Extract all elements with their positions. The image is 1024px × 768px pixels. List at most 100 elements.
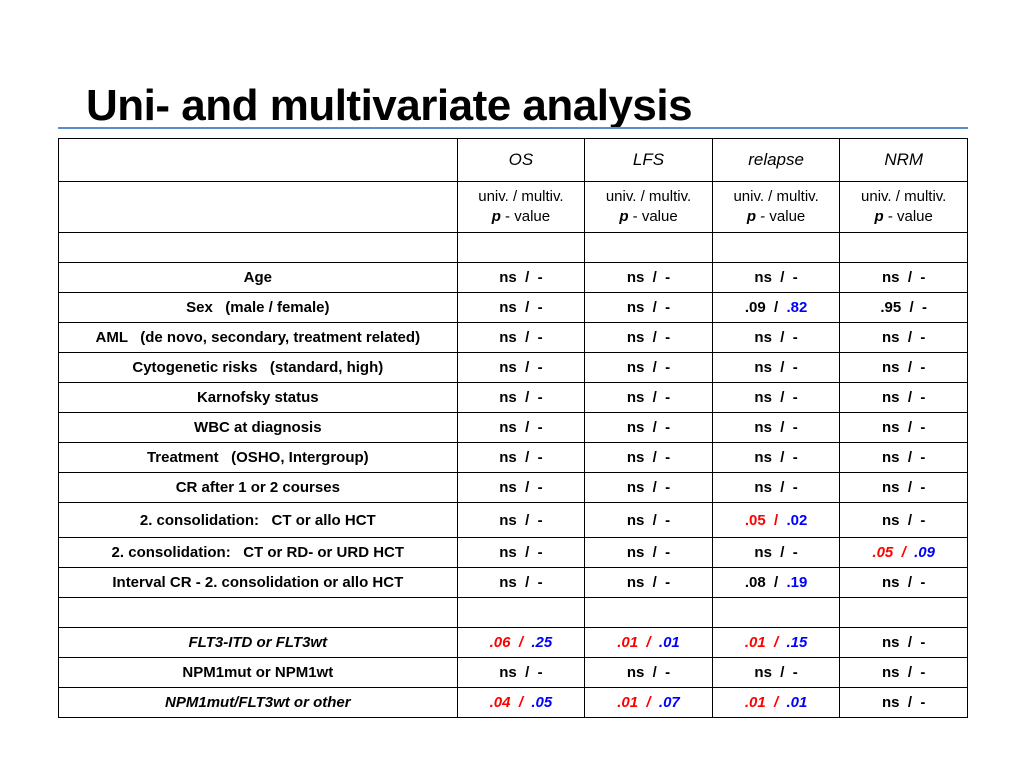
- row-label: FLT3-ITD or FLT3wt: [58, 627, 458, 658]
- univariate-value: ns: [626, 419, 645, 436]
- multivariate-value: -: [537, 574, 543, 591]
- row-label: 2. consolidation: CT or allo HCT: [58, 502, 458, 538]
- multivariate-value: .25: [531, 634, 553, 651]
- multivariate-value: -: [792, 269, 798, 286]
- table-row: Age ns / - ns / - ns / - ns / -: [58, 262, 968, 293]
- value-separator: /: [893, 544, 915, 561]
- value-separator: /: [644, 449, 666, 466]
- spacer-row: [58, 597, 968, 628]
- univariate-value: ns: [754, 479, 772, 496]
- multivariate-value: .15: [786, 634, 808, 651]
- univariate-value: ns: [754, 359, 772, 376]
- table-row: 2. consolidation: CT or allo HCT ns / - ns…: [58, 502, 968, 538]
- univariate-value: ns: [626, 479, 645, 496]
- p-value-cell: ns / -: [456, 292, 586, 323]
- row-label: 2. consolidation: CT or RD- or URD HCT: [58, 537, 458, 568]
- p-value-cell: ns / -: [839, 567, 968, 598]
- multivariate-value: -: [920, 634, 926, 651]
- multivariate-value: -: [665, 329, 671, 346]
- univariate-value: ns: [882, 269, 900, 286]
- value-separator: /: [899, 419, 921, 436]
- value-separator: /: [765, 634, 787, 651]
- multivariate-value: -: [537, 389, 543, 406]
- value-separator: /: [899, 269, 921, 286]
- p-value-cell: ns / -: [839, 627, 968, 658]
- multivariate-value: .19: [786, 574, 808, 591]
- value-separator: /: [899, 479, 921, 496]
- p-value-cell: ns / -: [456, 322, 586, 353]
- multivariate-value: -: [920, 694, 926, 711]
- multivariate-value: -: [920, 449, 926, 466]
- univariate-value: ns: [626, 299, 645, 316]
- univariate-value: ns: [626, 449, 645, 466]
- p-value-cell: ns / -: [584, 442, 713, 473]
- multivariate-value: -: [537, 544, 543, 561]
- univariate-value: ns: [882, 359, 900, 376]
- multivariate-value: -: [792, 359, 798, 376]
- multivariate-value: -: [537, 479, 543, 496]
- multivariate-value: -: [792, 389, 798, 406]
- value-separator: /: [765, 299, 787, 316]
- multivariate-value: -: [920, 479, 926, 496]
- p-value-cell: ns / -: [456, 657, 586, 688]
- value-separator: /: [644, 359, 666, 376]
- univariate-value: ns: [499, 574, 517, 591]
- multivariate-value: -: [665, 419, 671, 436]
- multivariate-value: -: [792, 449, 798, 466]
- multivariate-value: -: [665, 269, 671, 286]
- multivariate-value: .07: [658, 694, 680, 711]
- multivariate-value: -: [920, 329, 926, 346]
- table-row: AML (de novo, secondary, treatment relat…: [58, 322, 968, 353]
- value-separator: /: [771, 329, 793, 346]
- p-value-cell: ns / -: [584, 382, 713, 413]
- multivariate-value: -: [920, 419, 926, 436]
- value-separator: /: [899, 511, 921, 529]
- value-separator: /: [644, 544, 666, 561]
- multivariate-value: -: [665, 574, 671, 591]
- univariate-value: ns: [882, 449, 900, 466]
- p-value-cell: ns / -: [584, 262, 713, 293]
- univariate-value: ns: [754, 544, 772, 561]
- p-value-cell: ns / -: [584, 502, 713, 538]
- univariate-value: ns: [754, 269, 772, 286]
- univariate-value: ns: [882, 664, 900, 681]
- value-separator: /: [638, 634, 659, 651]
- univariate-value: ns: [882, 511, 900, 529]
- p-value-cell: .04 / .05: [456, 687, 586, 718]
- multivariate-value: -: [792, 479, 798, 496]
- multivariate-value: -: [665, 511, 671, 529]
- multivariate-value: -: [665, 544, 671, 561]
- univariate-value: ns: [499, 389, 517, 406]
- subheader-value-label: - value: [500, 208, 551, 225]
- p-value-cell: .05 / .02: [711, 502, 841, 538]
- multivariate-value: .82: [786, 299, 808, 316]
- univariate-value: .05: [744, 511, 766, 529]
- univariate-value: ns: [754, 389, 772, 406]
- univariate-value: ns: [499, 269, 517, 286]
- value-separator: /: [644, 511, 666, 529]
- value-separator: /: [771, 479, 793, 496]
- row-label: Cytogenetic risks (standard, high): [58, 352, 458, 383]
- p-value-cell: ns / -: [584, 412, 713, 443]
- column-header-row: OS LFS relapse NRM: [58, 138, 968, 182]
- p-value-cell: ns / -: [839, 657, 968, 688]
- p-value-cell: ns / -: [711, 472, 841, 503]
- univariate-value: .04: [489, 694, 511, 711]
- univariate-value: ns: [626, 389, 645, 406]
- value-separator: /: [899, 634, 921, 651]
- univariate-value: ns: [882, 389, 900, 406]
- univariate-value: .06: [489, 634, 511, 651]
- multivariate-value: -: [537, 664, 543, 681]
- table-row: CR after 1 or 2 courses ns / - ns / - ns / …: [58, 472, 968, 503]
- univariate-value: .08: [744, 574, 766, 591]
- p-value-cell: ns / -: [839, 502, 968, 538]
- univariate-value: ns: [626, 359, 645, 376]
- multivariate-value: -: [920, 389, 926, 406]
- value-separator: /: [644, 329, 666, 346]
- table-row: FLT3-ITD or FLT3wt .06 / .25.01 / .01.01 …: [58, 627, 968, 658]
- value-separator: /: [899, 574, 921, 591]
- table-row: NPM1mut/FLT3wt or other .04 / .05.01 / .0…: [58, 687, 968, 718]
- table-row: 2. consolidation: CT or RD- or URD HCT ns…: [58, 537, 968, 568]
- univariate-value: ns: [626, 544, 645, 561]
- table-row: Cytogenetic risks (standard, high) ns / -…: [58, 352, 968, 383]
